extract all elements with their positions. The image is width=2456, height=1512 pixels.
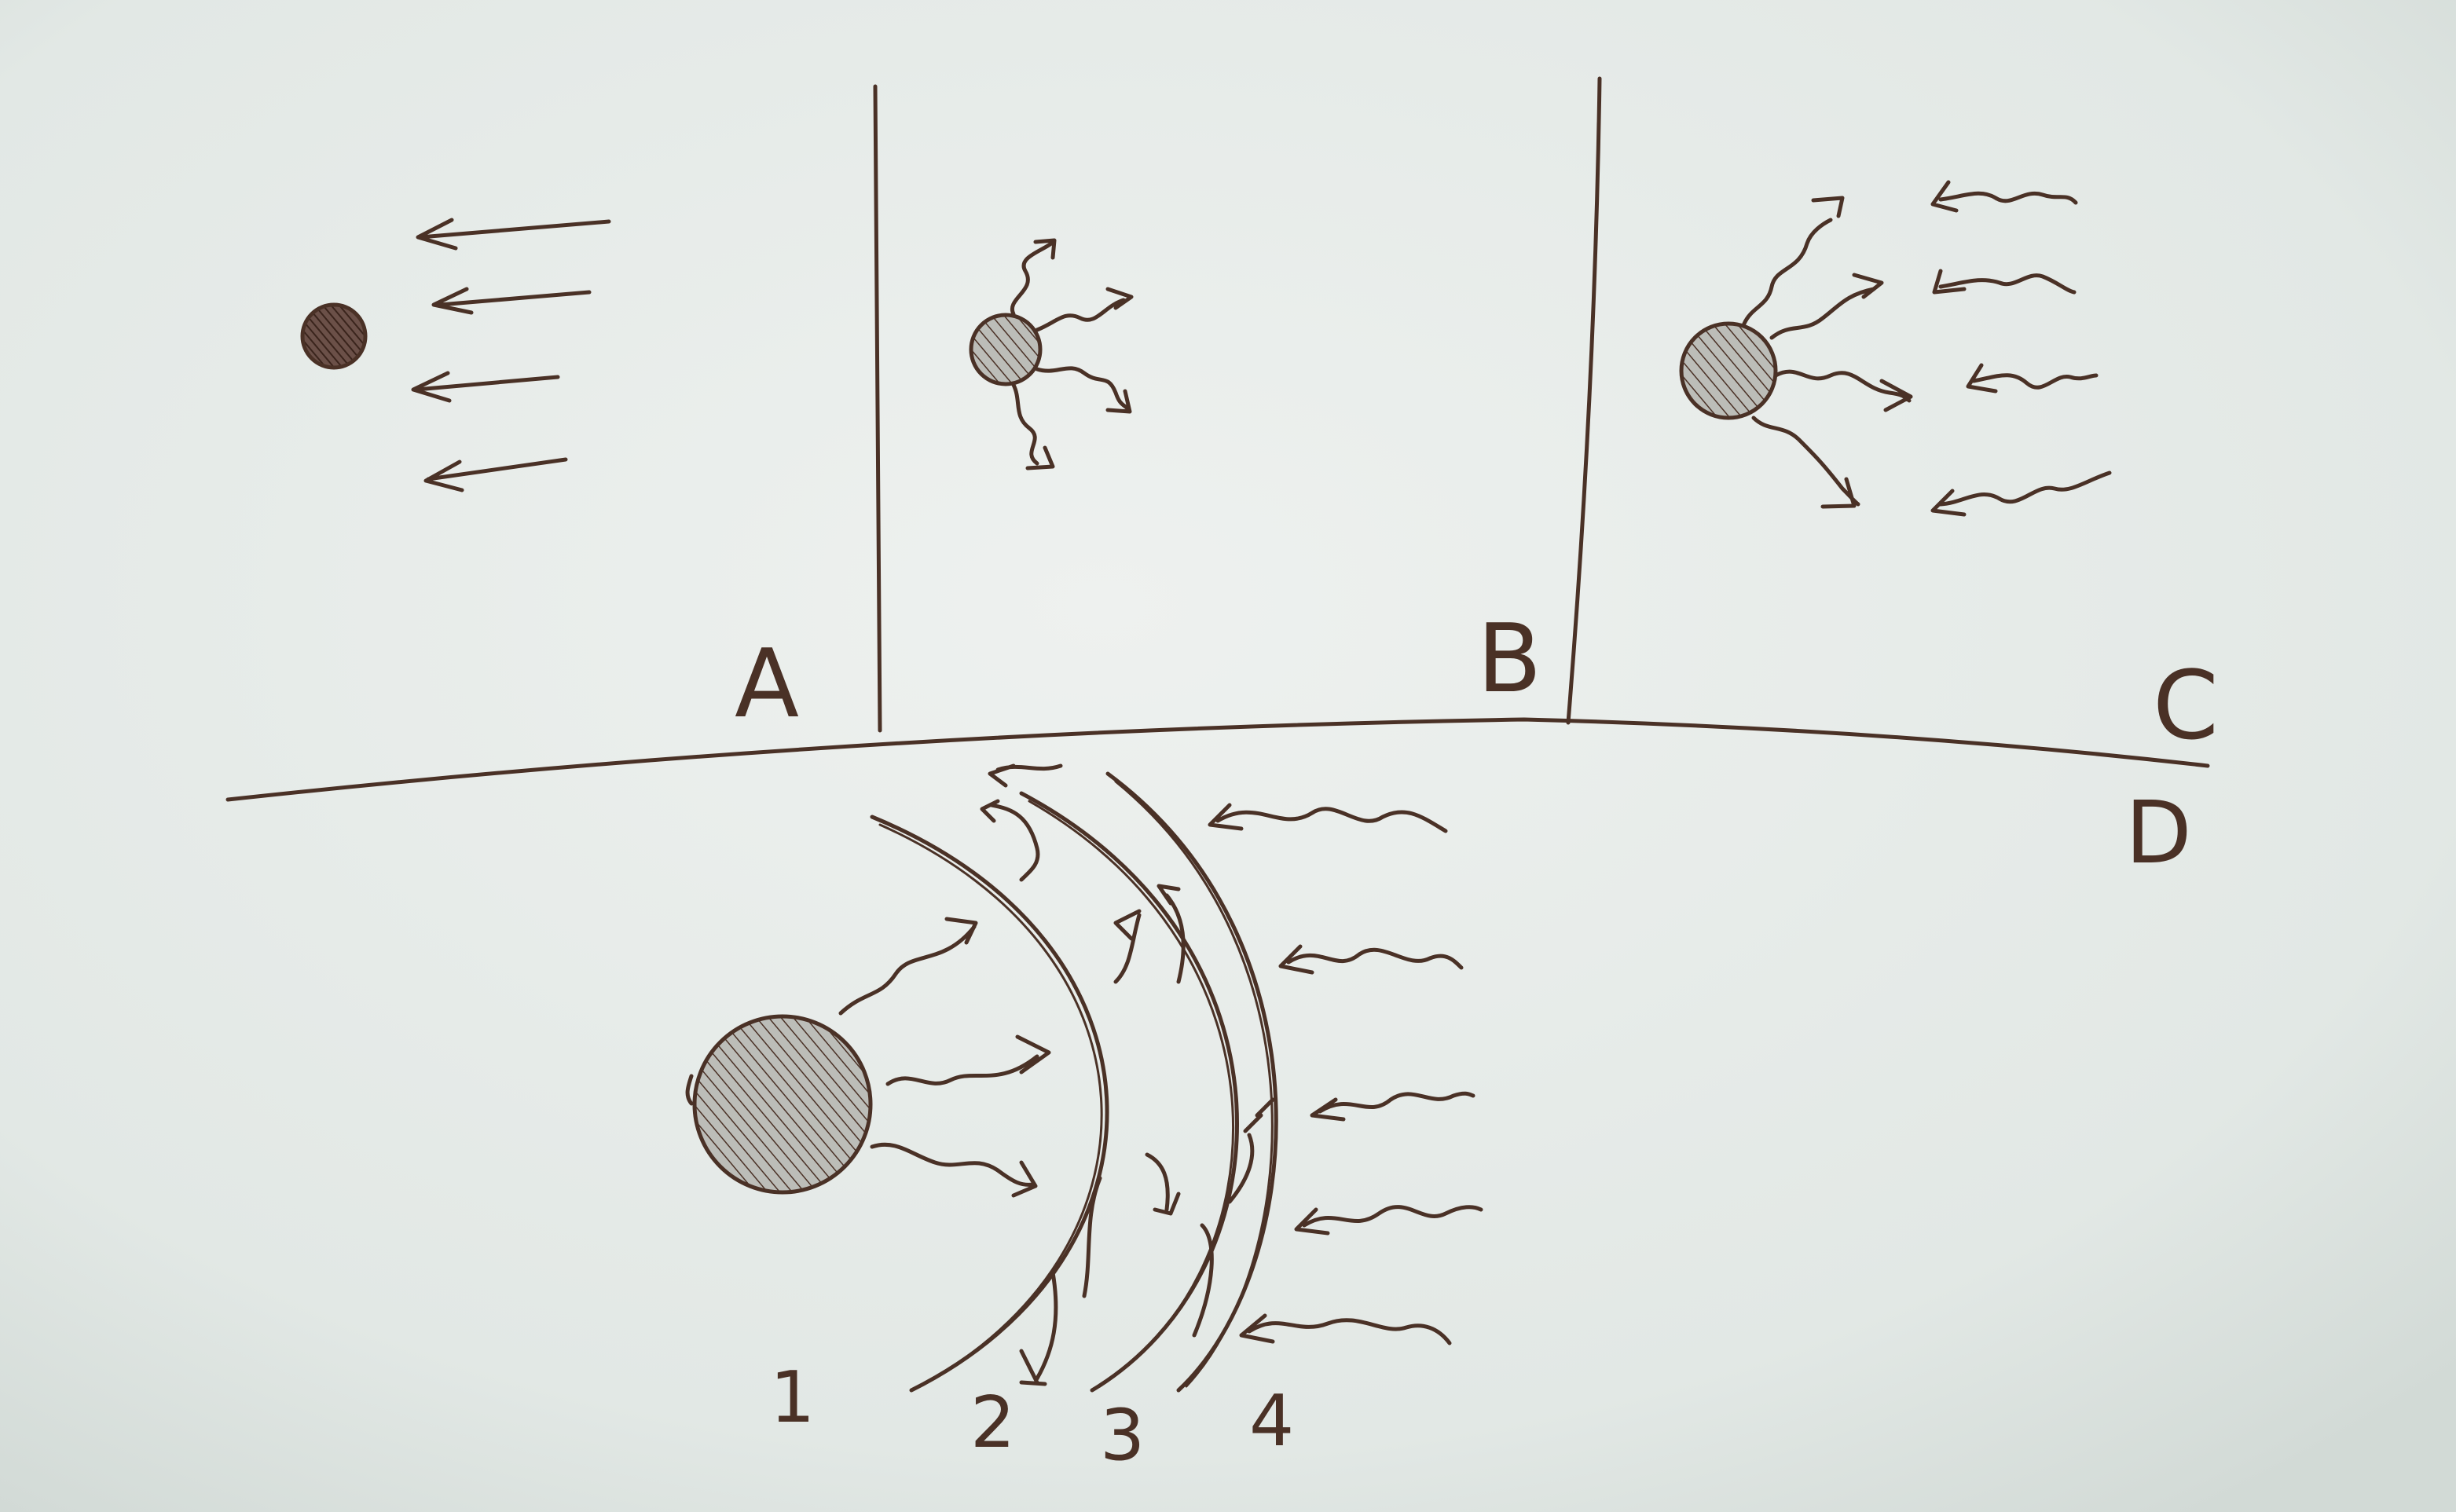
- divider-horizontal: [225, 717, 2210, 802]
- particle-small-dark: [300, 302, 368, 370]
- particle-medium: [969, 313, 1043, 386]
- layer-label-3: 3: [1100, 1394, 1145, 1477]
- panel-b-label: B: [1477, 605, 1541, 714]
- shell-1b: [878, 823, 1103, 1388]
- layer-label-4: 4: [1249, 1380, 1294, 1463]
- panel-d: [685, 763, 1483, 1393]
- panel-c-label: C: [2153, 652, 2219, 761]
- reflected-waves: [980, 763, 1275, 1386]
- emitted-waves: [1010, 238, 1134, 470]
- panel-a-label: A: [735, 630, 799, 739]
- shell-3b: [1114, 780, 1274, 1388]
- incoming-waves: [1208, 803, 1483, 1345]
- divider-b-c: [1566, 76, 1602, 725]
- panel-b: [969, 238, 1134, 470]
- panel-a: [300, 218, 611, 492]
- layer-label-2: 2: [970, 1382, 1015, 1464]
- shell-2b: [1028, 800, 1234, 1388]
- incoming-waves: [1930, 180, 2112, 517]
- emitted-waves: [1742, 196, 1913, 509]
- particle-large-edge-stroke: [685, 1074, 694, 1106]
- layer-label-1: 1: [770, 1356, 815, 1439]
- panel-d-label: D: [2125, 782, 2192, 883]
- shell-1: [870, 815, 1109, 1393]
- incoming-arrows: [411, 218, 611, 492]
- emitted-waves: [838, 917, 1051, 1198]
- panel-c: [1679, 180, 2112, 517]
- divider-a-b: [873, 84, 882, 733]
- particle-medium-large: [1679, 321, 1778, 420]
- particle-large: [692, 1014, 873, 1195]
